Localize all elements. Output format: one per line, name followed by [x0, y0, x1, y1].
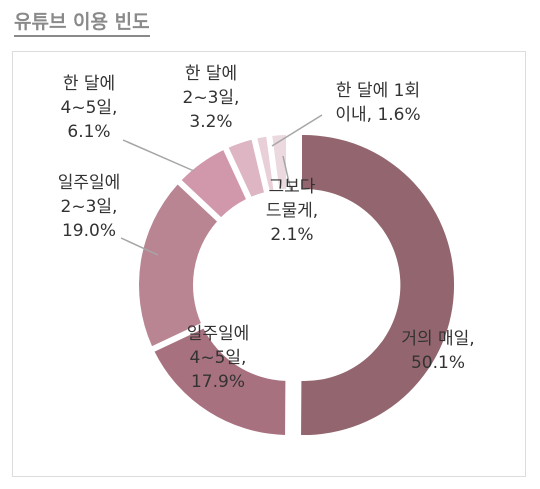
leader-line-4 [122, 139, 195, 172]
slice-3 [139, 184, 217, 347]
slice-label-1: 거의 매일, 50.1% [401, 329, 474, 373]
slice-1 [301, 135, 455, 436]
slice-label-4: 한 달에 4~5일, 6.1% [61, 74, 118, 142]
slice-label-6: 한 달에 1회 이내, 1.6% [335, 81, 420, 125]
slice-label-5: 한 달에 2~3일, 3.2% [183, 64, 240, 132]
slice-4 [181, 150, 246, 218]
slice-label-2: 일주일에 4~5일, 17.9% [187, 324, 250, 392]
leader-line-3 [120, 237, 159, 256]
leader-line-7 [282, 155, 292, 192]
leader-line-6 [271, 114, 323, 147]
slice-label-3: 일주일에 2~3일, 19.0% [58, 173, 121, 241]
slice-6 [257, 136, 274, 191]
slice-5 [228, 139, 264, 197]
chart-title: 유튜브 이용 빈도 [14, 10, 150, 37]
slice-7 [272, 135, 287, 190]
slice-label-7: 그보다 드물게, 2.1% [266, 177, 318, 245]
slice-2 [154, 328, 286, 435]
